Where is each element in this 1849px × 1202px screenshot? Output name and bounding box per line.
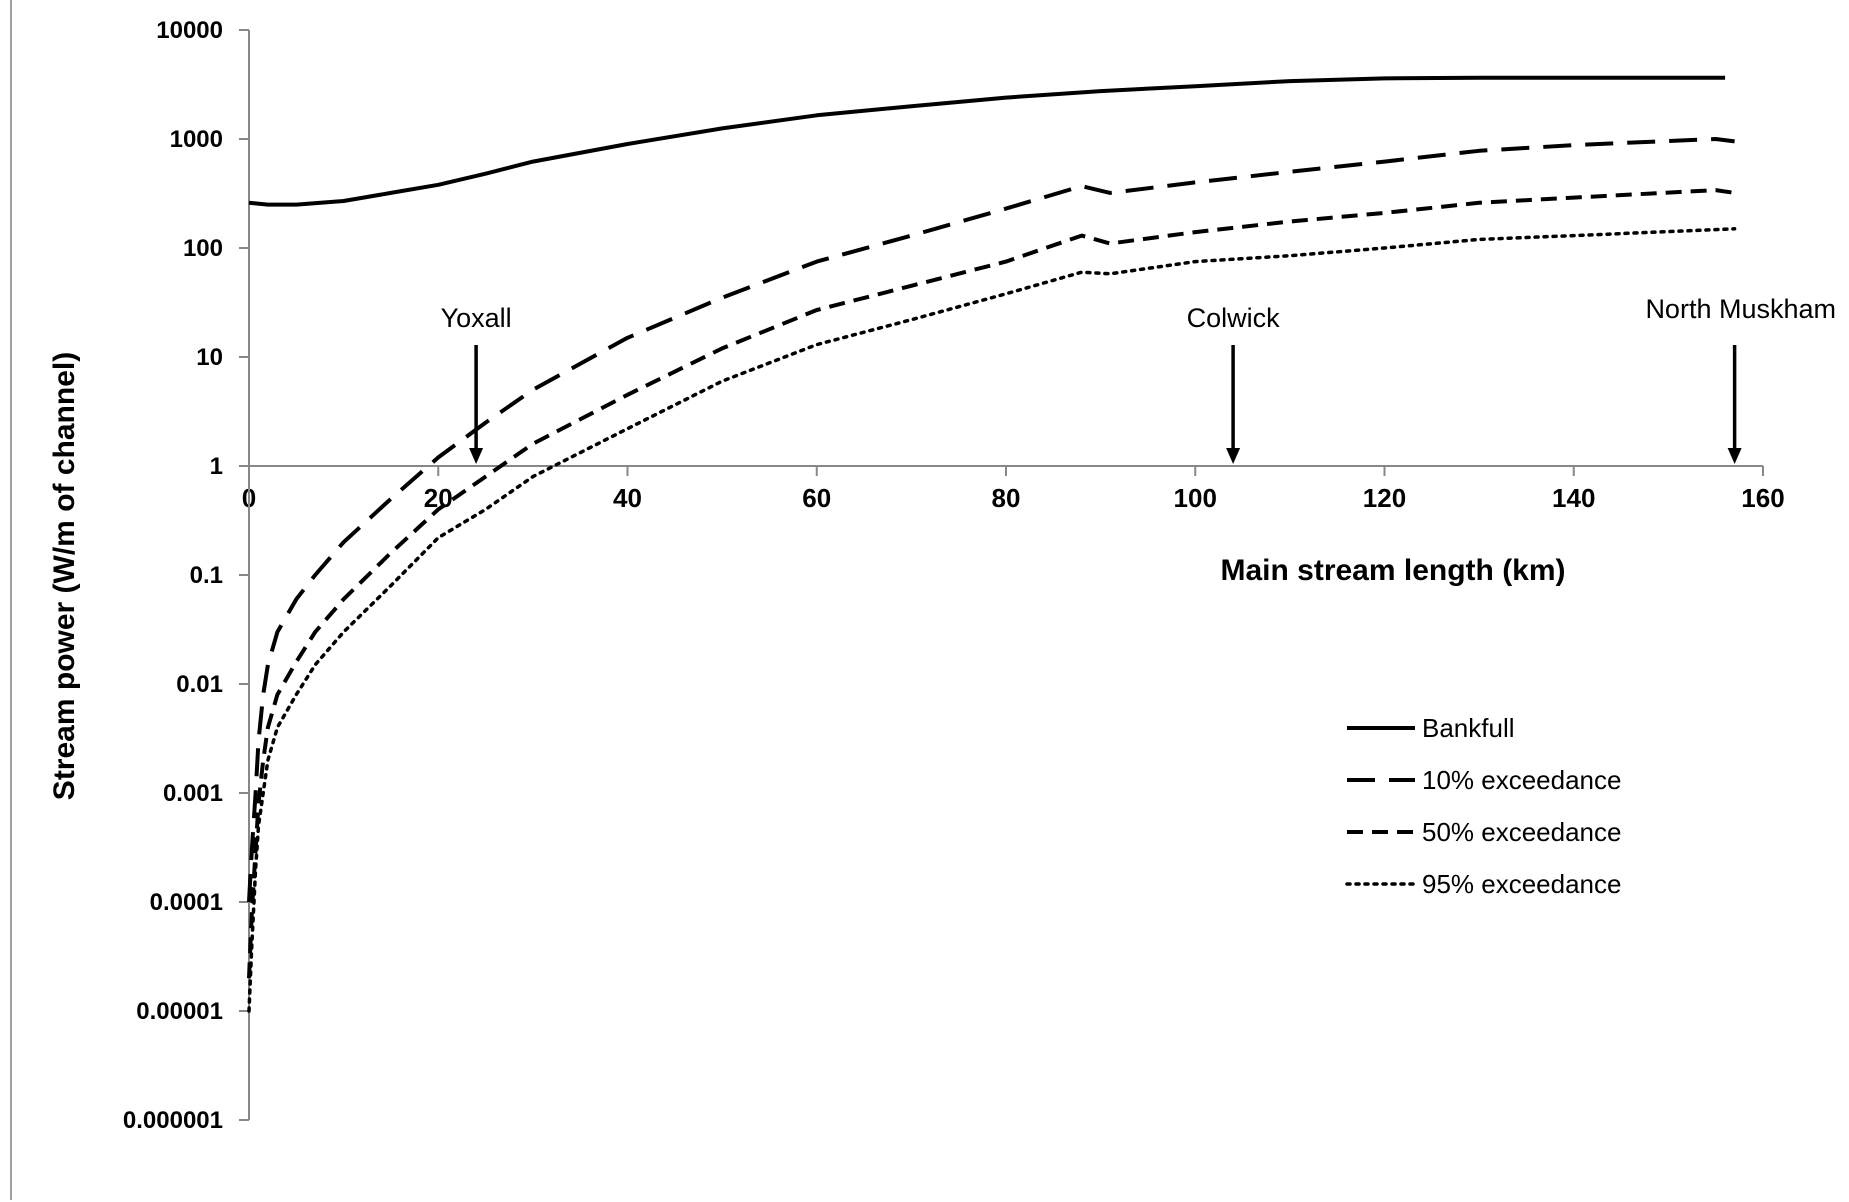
y-tick-label: 0.01 bbox=[176, 671, 223, 698]
annotation-label: Yoxall bbox=[441, 303, 512, 333]
x-tick-label: 80 bbox=[992, 483, 1021, 513]
annotation-label: Colwick bbox=[1187, 303, 1281, 333]
legend-label: Bankfull bbox=[1422, 713, 1515, 743]
y-tick-label: 10000 bbox=[156, 17, 223, 44]
chart-frame bbox=[10, 0, 1845, 1200]
y-tick-label: 0.1 bbox=[190, 562, 223, 589]
x-axis-title: Main stream length (km) bbox=[1220, 554, 1565, 587]
y-tick-label: 1000 bbox=[170, 126, 223, 153]
annotation-arrow-head bbox=[1226, 448, 1241, 464]
x-tick-label: 40 bbox=[613, 483, 642, 513]
x-tick-label: 100 bbox=[1174, 483, 1217, 513]
legend: Bankfull 10% exceedance 50% exceedance 95% … bbox=[1345, 713, 1621, 899]
y-tick-label: 0.000001 bbox=[123, 1107, 223, 1134]
y-tick-label: 1 bbox=[210, 453, 223, 480]
annotation-arrow-head bbox=[469, 448, 484, 464]
x-axis: 020406080100120140160 bbox=[242, 465, 1785, 513]
series-line-1 bbox=[248, 75, 1726, 207]
annotation-label: North Muskham bbox=[1645, 294, 1836, 324]
y-tick-label: 0.00001 bbox=[136, 998, 223, 1025]
y-tick-label: 0.0001 bbox=[150, 889, 223, 916]
y-tick-label: 10 bbox=[196, 344, 223, 371]
annotation-layer: Yoxall Colwick North Muskham bbox=[441, 294, 1836, 464]
y-tick-label: 100 bbox=[183, 235, 223, 262]
x-tick-label: 120 bbox=[1363, 483, 1406, 513]
legend-label: 50% exceedance bbox=[1422, 817, 1621, 847]
annotation-arrow-head bbox=[1727, 448, 1742, 464]
series-line-2 bbox=[247, 137, 1735, 903]
legend-label: 95% exceedance bbox=[1422, 869, 1621, 899]
y-tick-label: 0.001 bbox=[163, 780, 223, 807]
x-tick-label: 140 bbox=[1552, 483, 1595, 513]
x-tick-label: 60 bbox=[802, 483, 831, 513]
legend-label: 10% exceedance bbox=[1422, 765, 1621, 795]
series-line-3 bbox=[247, 188, 1735, 979]
series-line-4 bbox=[247, 227, 1737, 1013]
series-layer bbox=[247, 75, 1737, 1013]
y-axis-title: Stream power (W/m of channel) bbox=[48, 352, 81, 800]
x-tick-label: 160 bbox=[1741, 483, 1784, 513]
y-axis: 10000 1000 100 10 1 0.1 0.01 0.001 0.0001 0.00001… bbox=[123, 17, 250, 1134]
